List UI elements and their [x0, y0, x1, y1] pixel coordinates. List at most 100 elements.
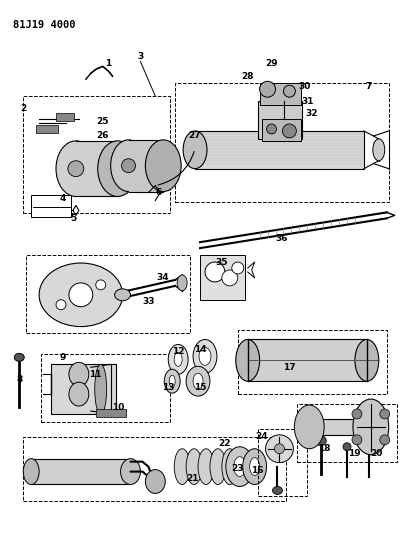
Text: 36: 36 [275, 233, 287, 243]
Ellipse shape [145, 140, 181, 191]
Bar [247, 340, 366, 381]
Bar [51, 365, 115, 414]
Ellipse shape [372, 139, 384, 161]
Text: 13: 13 [162, 383, 174, 392]
Ellipse shape [198, 449, 213, 484]
Text: 7: 7 [365, 82, 371, 91]
Text: 8: 8 [16, 375, 22, 384]
Bar [26, 255, 190, 333]
Ellipse shape [114, 289, 130, 301]
Text: 34: 34 [156, 273, 168, 282]
Ellipse shape [69, 283, 92, 306]
Text: 25: 25 [96, 117, 109, 125]
Ellipse shape [315, 436, 325, 446]
Ellipse shape [185, 449, 202, 484]
Ellipse shape [352, 399, 388, 455]
Ellipse shape [221, 449, 237, 484]
Ellipse shape [379, 409, 389, 419]
Ellipse shape [174, 449, 190, 484]
Bar [23, 96, 170, 213]
Text: 28: 28 [241, 72, 253, 81]
Text: 32: 32 [304, 109, 317, 118]
Text: 6: 6 [155, 188, 161, 197]
Ellipse shape [39, 263, 122, 327]
Ellipse shape [183, 131, 207, 168]
Bar [31, 459, 130, 483]
Bar [56, 113, 74, 121]
Ellipse shape [249, 458, 259, 475]
Ellipse shape [193, 373, 202, 389]
Ellipse shape [282, 124, 296, 138]
Text: 9: 9 [60, 353, 66, 362]
Text: 3: 3 [137, 52, 143, 61]
Ellipse shape [164, 369, 180, 393]
Bar [307, 419, 366, 435]
Bar [259, 83, 301, 105]
Text: 33: 33 [142, 297, 154, 306]
Bar [175, 83, 388, 203]
Bar [261, 119, 301, 141]
Bar [96, 409, 125, 417]
Ellipse shape [198, 348, 211, 365]
Bar [257, 101, 302, 139]
Bar [257, 429, 307, 496]
Text: 27: 27 [188, 132, 201, 140]
Text: 20: 20 [370, 449, 382, 458]
Text: 24: 24 [255, 432, 267, 441]
Ellipse shape [205, 262, 224, 282]
Text: 35: 35 [215, 257, 228, 266]
Ellipse shape [94, 365, 107, 414]
Ellipse shape [111, 140, 146, 191]
Text: 23: 23 [231, 464, 243, 473]
Ellipse shape [354, 340, 378, 381]
Ellipse shape [193, 340, 216, 373]
Text: 81J19 4000: 81J19 4000 [13, 20, 76, 30]
Text: 30: 30 [297, 82, 310, 91]
Ellipse shape [231, 262, 243, 274]
Ellipse shape [265, 435, 293, 463]
Ellipse shape [174, 352, 182, 366]
Text: 16: 16 [251, 466, 263, 475]
Ellipse shape [96, 280, 105, 290]
Text: 1: 1 [105, 59, 111, 68]
Ellipse shape [209, 449, 225, 484]
Text: 19: 19 [347, 449, 359, 458]
Ellipse shape [283, 85, 294, 97]
Text: 21: 21 [185, 474, 198, 483]
Bar [23, 437, 286, 502]
Ellipse shape [56, 300, 66, 310]
Text: 4: 4 [60, 194, 66, 203]
Ellipse shape [185, 366, 209, 396]
Ellipse shape [294, 405, 323, 449]
Ellipse shape [274, 444, 284, 454]
Ellipse shape [177, 275, 187, 291]
Ellipse shape [351, 409, 361, 419]
Text: 2: 2 [20, 103, 26, 112]
Ellipse shape [56, 141, 96, 197]
Ellipse shape [233, 457, 245, 477]
Ellipse shape [120, 459, 140, 484]
Bar [237, 329, 386, 394]
Bar [31, 196, 71, 217]
Text: 14: 14 [193, 345, 206, 354]
Text: 29: 29 [264, 59, 277, 68]
Ellipse shape [351, 435, 361, 445]
Ellipse shape [69, 382, 89, 406]
Text: 22: 22 [218, 439, 230, 448]
Ellipse shape [14, 353, 24, 361]
Ellipse shape [272, 487, 282, 495]
Text: 18: 18 [317, 444, 330, 453]
Ellipse shape [221, 270, 237, 286]
Bar [296, 404, 396, 462]
Bar [76, 141, 117, 197]
Ellipse shape [98, 141, 137, 197]
Ellipse shape [169, 375, 175, 387]
Text: 15: 15 [193, 383, 206, 392]
Ellipse shape [145, 470, 165, 494]
Ellipse shape [342, 443, 350, 451]
Text: 31: 31 [300, 96, 313, 106]
Text: 11: 11 [89, 370, 102, 379]
Bar [36, 125, 58, 133]
Ellipse shape [235, 340, 259, 381]
Text: 12: 12 [171, 347, 184, 356]
